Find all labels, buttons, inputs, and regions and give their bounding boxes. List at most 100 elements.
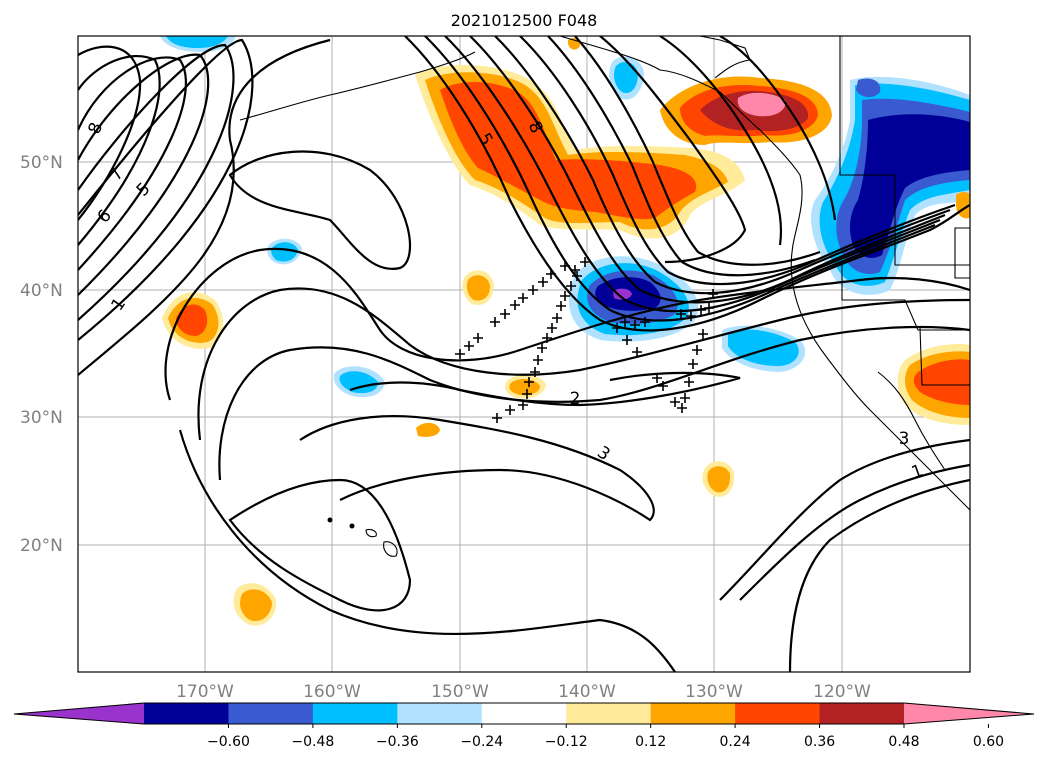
plus-marker bbox=[528, 285, 538, 295]
contour-lines bbox=[78, 36, 970, 672]
plus-marker bbox=[620, 317, 630, 327]
plus-marker bbox=[640, 317, 650, 327]
anomaly-fill-tiny-positive bbox=[416, 422, 440, 437]
colorbar-tick-label: 0.48 bbox=[888, 734, 919, 750]
map-title: 2021012500 F048 bbox=[451, 11, 598, 30]
coastlines bbox=[239, 36, 970, 557]
plus-marker bbox=[505, 405, 515, 415]
plus-marker bbox=[552, 313, 562, 323]
contour-label: 2 bbox=[570, 389, 581, 409]
contour-line-west-3 bbox=[78, 38, 254, 341]
plus-marker bbox=[677, 403, 687, 413]
colorbar-blocks bbox=[144, 703, 905, 724]
colorbar-extend-max bbox=[904, 703, 1034, 724]
plus-marker bbox=[524, 377, 534, 387]
colorbar-swatch bbox=[819, 703, 905, 724]
plus-marker bbox=[686, 311, 696, 321]
anomaly-fill-bc-peak bbox=[737, 92, 786, 117]
anomaly-fills bbox=[160, 36, 970, 626]
contour-line-jet-11 bbox=[719, 36, 837, 221]
contour-line-west-5 bbox=[78, 53, 210, 296]
contour-line-east-1 bbox=[739, 463, 970, 601]
plus-marker bbox=[473, 333, 483, 343]
contour-line-jet-4 bbox=[469, 36, 946, 304]
plus-marker bbox=[572, 271, 582, 281]
contour-line-jet-1 bbox=[404, 36, 970, 332]
anomaly-fill-mid-positive-core bbox=[466, 275, 490, 301]
lon-label-120w: 120°W bbox=[813, 682, 871, 702]
plus-marker bbox=[612, 323, 622, 333]
contour-line-jet-2 bbox=[424, 36, 936, 322]
state-border-4 bbox=[954, 227, 970, 279]
plus-marker bbox=[547, 323, 557, 333]
anomaly-fill-central-positive-core bbox=[509, 378, 540, 396]
map-content: 8 7 6 5 1 5 8 2 3 3 1 bbox=[78, 36, 970, 672]
colorbar-tick-label: −0.12 bbox=[545, 734, 588, 750]
colorbar-swatch bbox=[481, 703, 567, 724]
coastline-baja bbox=[877, 371, 946, 471]
island-oahu bbox=[349, 523, 355, 529]
marker-track-2 bbox=[492, 271, 582, 423]
colorbar-swatch bbox=[228, 703, 314, 724]
colorbar-tick-label: −0.36 bbox=[376, 734, 419, 750]
anomaly-fill-baja-core bbox=[913, 359, 970, 405]
plus-marker bbox=[455, 349, 465, 359]
anomaly-fill-nw-north-patch bbox=[856, 78, 881, 98]
contour-line-2-label-line bbox=[349, 371, 741, 407]
island-maui bbox=[365, 528, 377, 538]
lat-label-30n: 30°N bbox=[20, 408, 63, 428]
plus-marker bbox=[492, 413, 502, 423]
plus-marker bbox=[500, 309, 510, 319]
contour-line-3-south-loop bbox=[228, 478, 412, 612]
longitude-labels: 170°W 160°W 150°W 140°W 130°W 120°W bbox=[176, 682, 871, 702]
anomaly-fill-west-positive-core bbox=[176, 304, 208, 336]
plus-marker bbox=[533, 355, 543, 365]
lon-label-160w: 160°W bbox=[303, 682, 361, 702]
plus-marker bbox=[556, 301, 566, 311]
lon-label-170w: 170°W bbox=[176, 682, 234, 702]
contour-line-jet-7 bbox=[547, 36, 816, 277]
colorbar-tick-label: −0.48 bbox=[291, 734, 334, 750]
contour-line-jet-10 bbox=[659, 36, 782, 246]
island-kauai bbox=[327, 517, 333, 523]
plus-marker bbox=[538, 277, 548, 287]
colorbar-swatch bbox=[144, 703, 229, 724]
plus-marker bbox=[680, 393, 690, 403]
coastline-alaska-panhandle bbox=[699, 36, 751, 79]
anomaly-fill-nw-pacific-negative-core bbox=[271, 242, 298, 262]
plus-marker bbox=[560, 291, 570, 301]
plus-marker bbox=[670, 397, 680, 407]
colorbar-tick-label: −0.60 bbox=[207, 734, 250, 750]
contour-line-jet-9 bbox=[599, 36, 747, 264]
plus-marker bbox=[630, 320, 640, 330]
plus-marker bbox=[542, 333, 552, 343]
map-frame bbox=[77, 35, 971, 673]
plus-marker bbox=[560, 261, 570, 271]
colorbar-tick-label: 0.12 bbox=[635, 734, 666, 750]
anomaly-fill-south-positive-core bbox=[240, 589, 272, 622]
colorbar-swatch bbox=[735, 703, 821, 724]
state-border-1 bbox=[839, 36, 970, 266]
anomaly-fill-bering-negative-core bbox=[166, 36, 228, 48]
state-border-2 bbox=[841, 265, 970, 331]
colorbar-tick-label: −0.24 bbox=[460, 734, 503, 750]
lon-label-130w: 130°W bbox=[685, 682, 743, 702]
state-border-3 bbox=[919, 327, 970, 386]
lon-label-140w: 140°W bbox=[558, 682, 616, 702]
colorbar-extend-min bbox=[14, 703, 144, 724]
colorbar-tick-label: 0.36 bbox=[804, 734, 835, 750]
contour-line-west-1a bbox=[78, 38, 331, 376]
contour-line-3-inner bbox=[299, 415, 655, 522]
plus-marker bbox=[696, 305, 706, 315]
contour-line-2a bbox=[197, 287, 970, 441]
plus-marker bbox=[518, 400, 528, 410]
colorbar: −0.60 −0.48 −0.36 −0.24 −0.12 0.12 0.24 0.36 0.4… bbox=[13, 702, 1035, 750]
plus-marker bbox=[580, 257, 590, 267]
plus-marker bbox=[530, 367, 540, 377]
plus-marker bbox=[652, 373, 662, 383]
anomaly-fill-offshore-neg-peak bbox=[613, 288, 632, 300]
plus-marker bbox=[704, 303, 714, 313]
lon-label-150w: 150°W bbox=[431, 682, 489, 702]
colorbar-ticks: −0.60 −0.48 −0.36 −0.24 −0.12 0.12 0.24 0.36 0.4… bbox=[207, 724, 1004, 750]
